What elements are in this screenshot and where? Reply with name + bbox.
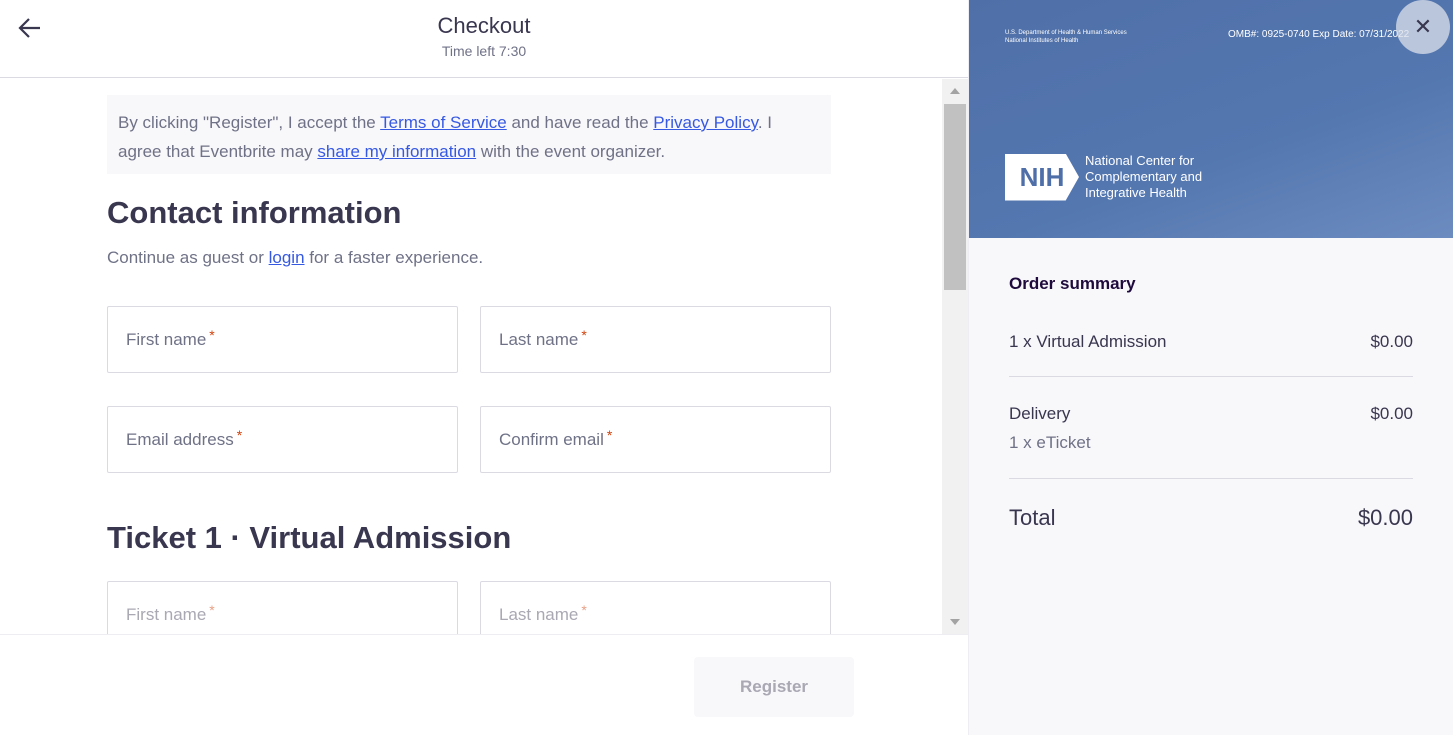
delivery-row: Delivery $0.00 [1009,404,1413,424]
field-label: Last name [499,604,579,624]
order-summary-panel: U.S. Department of Health & Human Servic… [968,0,1453,735]
checkout-header: Checkout Time left 7:30 [0,0,968,78]
required-mark: * [209,601,215,618]
confirm-email-field[interactable]: Confirm email * [480,406,831,473]
scroll-down-arrow[interactable] [950,619,960,625]
item-label: 1 x Virtual Admission [1009,332,1167,351]
banner-department: U.S. Department of Health & Human Servic… [1005,29,1127,45]
terms-link[interactable]: Terms of Service [380,113,507,132]
notice-text: . I agree that Eventbrite may [118,113,772,161]
time-left: Time left 7:30 [441,43,527,59]
nih-logo-text: National Center for Complementary and Inte… [1085,153,1202,201]
total-row: Total $0.00 [1009,505,1413,531]
privacy-link[interactable]: Privacy Policy [653,113,758,132]
required-mark: * [209,326,215,343]
close-icon: ✕ [1413,14,1433,39]
arrow-left-icon[interactable] [16,14,44,42]
contact-subtitle: Continue as guest or login for a faster … [107,248,483,268]
total-price: $0.00 [1357,505,1413,530]
contact-heading: Contact information [107,195,402,230]
org-line: Integrative Health [1085,185,1187,200]
divider [1009,478,1413,479]
email-field[interactable]: Email address * [107,406,458,473]
banner-omb: OMB#: 0925-0740 Exp Date: 07/31/2022 [1228,29,1410,40]
required-mark: * [606,426,613,443]
org-line: Complementary and [1085,169,1203,184]
delivery-detail-text: 1 x eTicket [1009,433,1091,452]
required-mark: * [581,601,587,618]
field-label: Last name [499,329,579,349]
nih-logo-mark: NIH [1005,153,1079,201]
delivery-price: $0.00 [1370,404,1413,423]
subtitle-text: Continue as guest or [107,248,269,267]
login-link[interactable]: login [268,248,305,267]
notice-text: with the event organizer. [476,142,666,161]
scrollbar[interactable] [942,79,968,634]
delivery-detail: 1 x eTicket [1009,433,1413,453]
dept-line: National Institutes of Health [1005,38,1079,44]
summary-item: 1 x Virtual Admission $0.00 [1009,332,1413,352]
order-summary-title: Order summary [1009,274,1136,293]
page-title: Checkout [437,13,531,38]
scroll-up-arrow[interactable] [950,88,960,94]
field-label: First name [126,329,207,349]
share-info-link[interactable]: share my information [317,142,477,161]
field-label: First name [126,604,207,624]
total-label: Total [1009,505,1056,530]
close-button[interactable]: ✕ [1396,0,1450,54]
checkout-form: By clicking "Register", I accept the Ter… [0,79,942,634]
notice-text: By clicking "Register", I accept the [118,113,381,132]
field-label: Email address [126,429,234,449]
register-button[interactable]: Register [694,657,854,717]
dept-line: U.S. Department of Health & Human Servic… [1005,30,1127,36]
field-label: Confirm email [499,429,604,449]
nih-logo: NIH National Center for Complementary and… [1005,153,1202,201]
ticket-first-name-field[interactable]: First name * [107,581,458,634]
divider [1009,376,1413,377]
delivery-label: Delivery [1009,404,1071,423]
order-summary: Order summary 1 x Virtual Admission $0.00… [969,274,1453,531]
required-mark: * [236,426,243,443]
ticket-heading: Ticket 1 · Virtual Admission [107,520,512,555]
required-mark: * [581,326,587,343]
event-banner: U.S. Department of Health & Human Servic… [969,0,1453,238]
org-line: National Center for [1085,153,1195,168]
last-name-field[interactable]: Last name * [480,306,831,373]
scrollbar-thumb[interactable] [944,104,966,290]
first-name-field[interactable]: First name * [107,306,458,373]
terms-notice: By clicking "Register", I accept the Ter… [107,95,831,174]
subtitle-text: for a faster experience. [304,248,484,267]
checkout-panel: Checkout Time left 7:30 By clicking "Reg… [0,0,968,735]
checkout-footer: Register [0,634,968,735]
notice-text: and have read the [506,113,654,132]
item-price: $0.00 [1370,332,1413,351]
ticket-last-name-field[interactable]: Last name * [480,581,831,634]
